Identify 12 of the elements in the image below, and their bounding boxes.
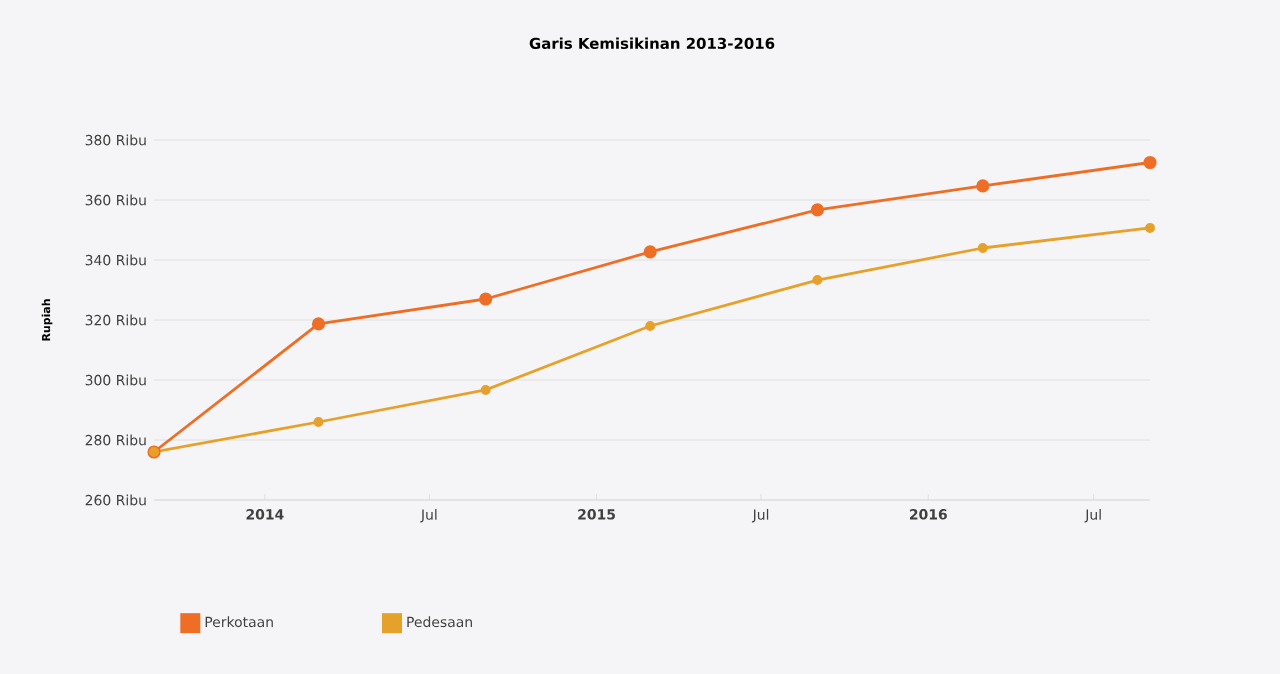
point	[977, 243, 988, 253]
point	[976, 179, 990, 193]
point	[812, 275, 823, 286]
point	[810, 203, 824, 217]
point	[311, 317, 326, 331]
point	[479, 292, 493, 306]
point	[1145, 222, 1155, 233]
point	[313, 417, 324, 427]
point	[645, 321, 656, 331]
point	[643, 245, 657, 259]
point	[1143, 155, 1157, 170]
point	[480, 384, 491, 395]
